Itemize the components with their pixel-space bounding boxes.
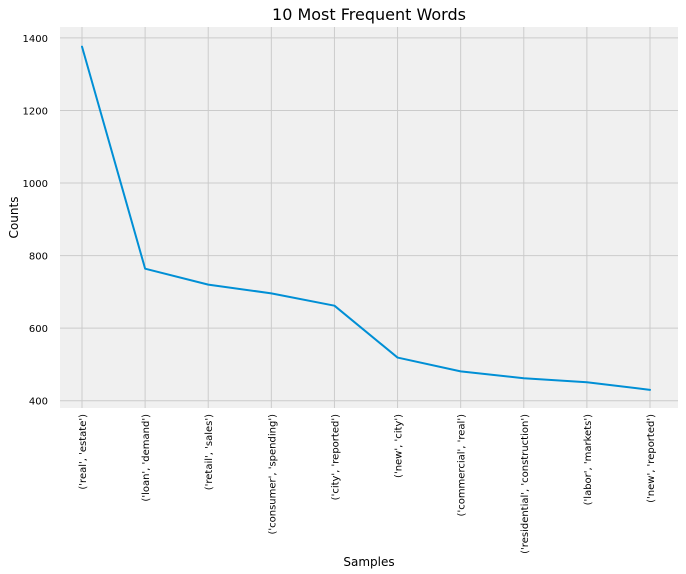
- plot-background: [60, 27, 678, 408]
- x-tick-label-6: ('commercial', 'real'): [457, 414, 468, 517]
- tick-label-layer: 400 600 800 1000 1200 1400 ('real', 'estate') (…: [23, 34, 657, 554]
- x-tick-label-2: ('retail', 'sales'): [204, 414, 215, 490]
- y-tick-label-3: 1000: [23, 179, 48, 190]
- y-tick-label-1: 600: [29, 324, 48, 335]
- y-tick-label-4: 1200: [23, 106, 48, 117]
- y-tick-label-5: 1400: [23, 34, 48, 45]
- x-tick-label-9: ('new', 'reported'): [646, 414, 657, 503]
- y-tick-label-2: 800: [29, 252, 48, 263]
- y-axis-label: Counts: [7, 197, 21, 239]
- frequency-series-line: [81, 45, 651, 391]
- chart-title: 10 Most Frequent Words: [272, 5, 466, 24]
- y-tick-label-0: 400: [29, 397, 48, 408]
- grid-layer: [60, 27, 678, 408]
- x-tick-label-4: ('city', 'reported'): [330, 414, 341, 500]
- x-tick-label-7: ('residential', 'construction'): [520, 414, 531, 554]
- x-tick-label-3: ('consumer', 'spending'): [267, 414, 278, 535]
- line-layer: [81, 45, 651, 391]
- x-tick-label-5: ('new', 'city'): [394, 414, 405, 478]
- x-tick-label-1: ('loan', 'demand'): [141, 414, 152, 502]
- x-tick-label-8: ('labor', 'markets'): [583, 414, 594, 505]
- x-tick-label-0: ('real', 'estate'): [78, 414, 89, 490]
- x-axis-label: Samples: [343, 555, 394, 569]
